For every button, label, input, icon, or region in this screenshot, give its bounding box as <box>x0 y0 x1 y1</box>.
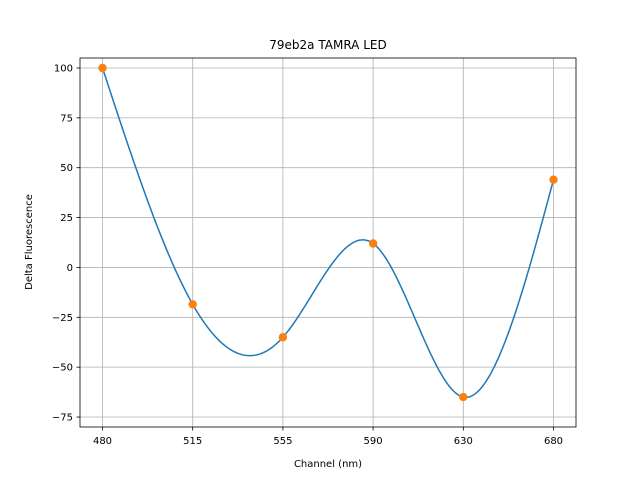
plot-frame <box>79 57 577 428</box>
data-point <box>278 333 288 342</box>
y-tick-label: 25 <box>60 213 73 224</box>
x-tick-label: 590 <box>364 436 383 447</box>
y-tick-label: 100 <box>54 63 73 74</box>
x-tick-label: 630 <box>454 436 473 447</box>
chart-title: 79eb2a TAMRA LED <box>269 38 386 52</box>
y-tick-label: −25 <box>52 313 73 324</box>
data-point <box>368 239 378 248</box>
data-point <box>98 63 107 73</box>
y-tick-label: −75 <box>52 413 73 424</box>
x-axis-label: Channel (nm) <box>294 459 362 470</box>
y-tick-label: −50 <box>52 363 73 374</box>
x-tick-label: 480 <box>93 436 112 447</box>
series-line <box>101 67 555 399</box>
x-tick-label: 515 <box>183 436 202 447</box>
y-tick-label: 0 <box>67 263 73 274</box>
x-tick-label: 680 <box>544 436 563 447</box>
data-point <box>459 392 468 402</box>
y-axis-ticks: 100 75 50 25 0 −25 −50 −75 <box>52 63 80 424</box>
data-point <box>188 300 197 309</box>
x-axis-ticks: 480 515 555 590 630 680 <box>93 427 563 447</box>
y-tick-label: 75 <box>60 113 73 124</box>
data-point <box>549 175 558 184</box>
x-tick-label: 555 <box>273 436 292 447</box>
y-axis-label: Delta Fluorescence <box>24 194 35 290</box>
y-tick-label: 50 <box>60 163 73 174</box>
series-layer <box>98 63 558 402</box>
